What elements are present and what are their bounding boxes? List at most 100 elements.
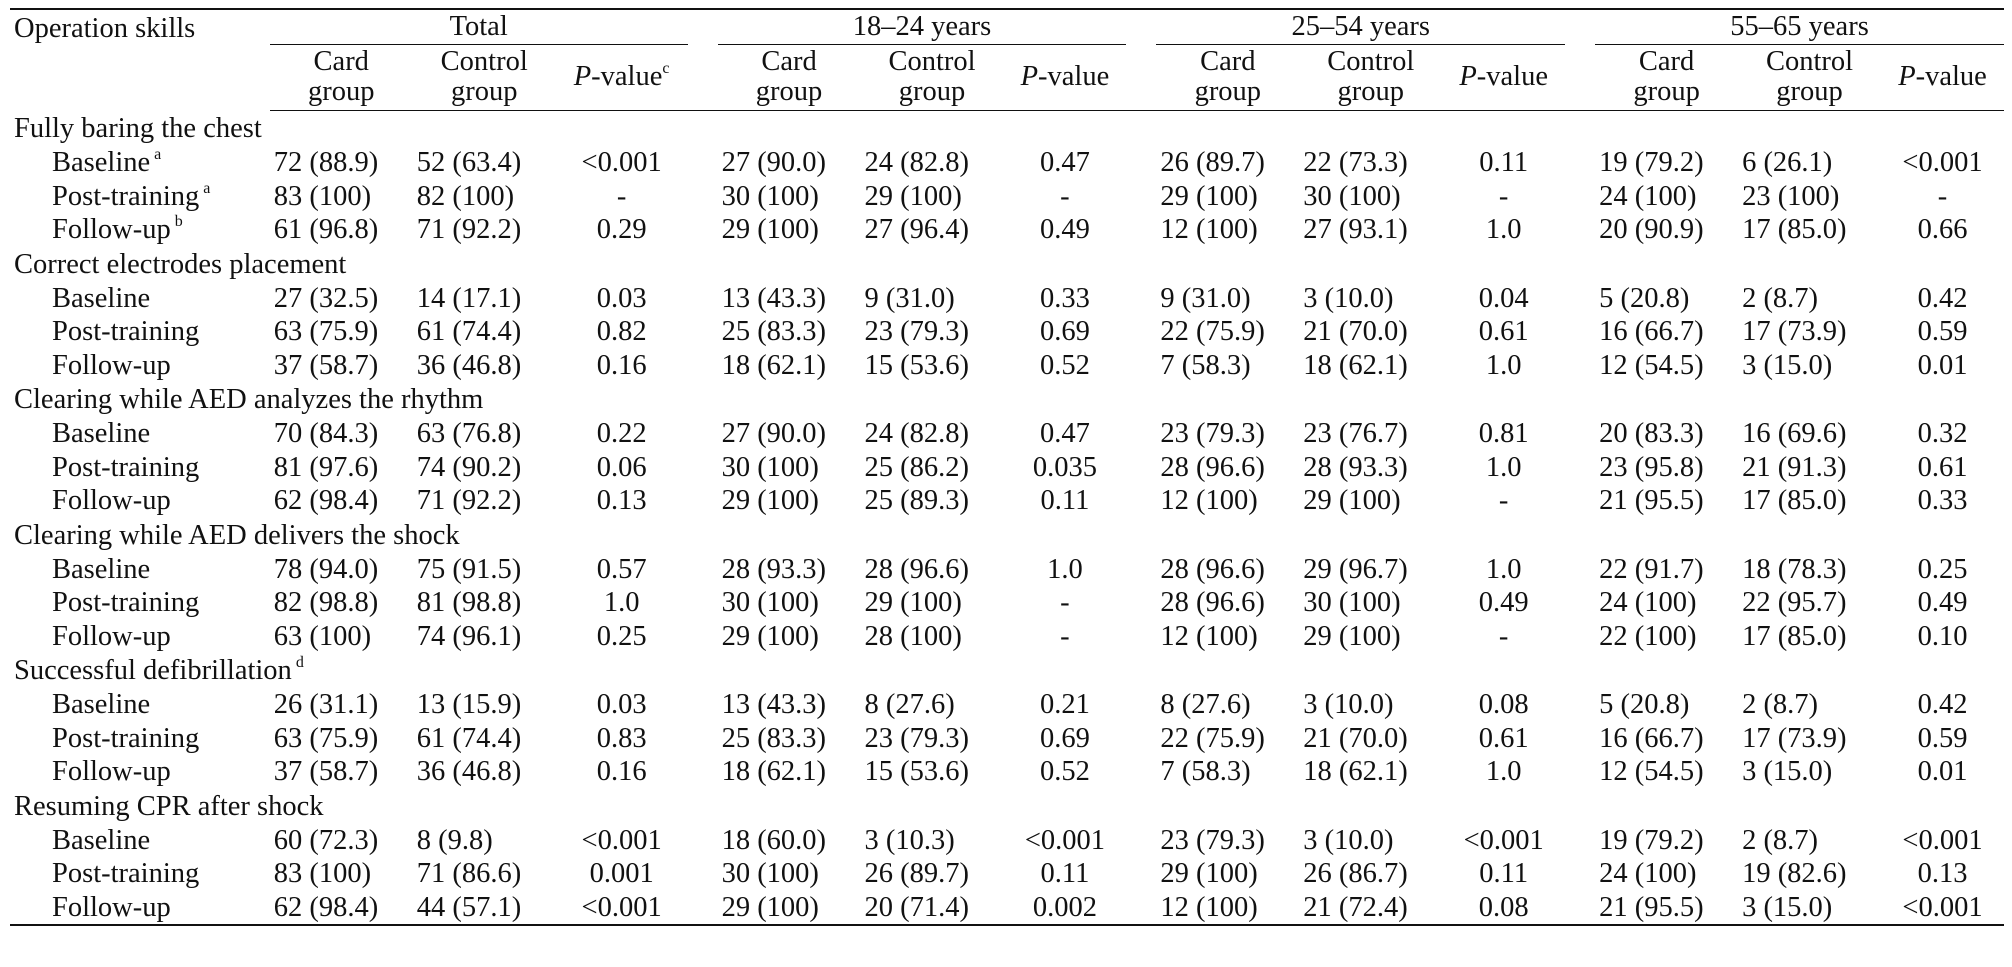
- p-value-cell: 0.47: [1039, 147, 1090, 179]
- control-group-header-line: Control: [440, 45, 528, 77]
- section-title: Resuming CPR after shock: [10, 789, 2004, 824]
- row-label-text: Baseline: [52, 147, 151, 179]
- control-group-cell: 23 (76.7): [1303, 418, 1408, 450]
- card-group-cell: 7 (58.3): [1160, 756, 1251, 788]
- card-group-cell: 8 (27.6): [1160, 689, 1251, 721]
- section-row: Correct electrodes placement: [10, 247, 2004, 282]
- row-label-text: Follow-up: [52, 756, 171, 788]
- card-group-cell: 29 (100): [717, 890, 861, 927]
- card-group-cell: 63 (75.9): [273, 722, 379, 754]
- card-group-cell: 81 (97.6): [273, 451, 379, 483]
- row-label-text: Post-training: [52, 451, 200, 483]
- p-value-cell: 0.61: [1478, 316, 1529, 348]
- card-group-cell: 63 (100): [273, 620, 372, 652]
- p-value-cell: 0.03: [596, 282, 647, 314]
- table-body: Fully baring the chest Baseline a 72 (88.9…: [10, 111, 2004, 927]
- card-group-cell: 70 (84.3): [273, 418, 379, 450]
- card-group-cell: 28 (96.6): [1160, 553, 1265, 585]
- card-group-cell: 12 (54.5): [1599, 349, 1704, 381]
- card-group-header-line: Card: [1638, 45, 1695, 77]
- p-value-header: P-value: [1442, 44, 1566, 112]
- card-group-cell: 13 (43.3): [721, 282, 827, 314]
- control-group-header: Control group: [1738, 44, 1882, 112]
- p-value-cell: -: [1498, 485, 1509, 517]
- row-label-text: Post-training: [52, 587, 200, 619]
- card-group-cell: 5 (20.8): [1599, 282, 1690, 314]
- row-label-text: Post-training: [52, 722, 200, 754]
- control-group-cell: 8 (27.6): [864, 689, 955, 721]
- p-value-cell: 0.49: [1917, 587, 1968, 619]
- card-group-header: Card group: [1595, 44, 1739, 112]
- control-group-cell: 17 (85.0): [1742, 485, 1847, 517]
- p-value-cell: 1.0: [1047, 553, 1083, 585]
- section-title-text: Successful defibrillation: [14, 655, 292, 687]
- control-group-cell: 13 (15.9): [416, 689, 522, 721]
- group-header-55-65: 55–65 years: [1595, 7, 2004, 45]
- p-value-cell: 1.0: [603, 587, 640, 619]
- p-value-cell: 0.81: [1478, 418, 1529, 450]
- card-group-cell: 82 (98.8): [273, 587, 379, 619]
- control-group-cell: 18 (62.1): [1303, 756, 1408, 788]
- card-group-cell: 37 (58.7): [273, 756, 379, 788]
- card-group-cell: 61 (96.8): [273, 214, 379, 246]
- card-group-cell: 83 (100): [273, 858, 372, 890]
- p-value-header: P-value: [1003, 44, 1127, 112]
- p-value-cell: <0.001: [1881, 890, 2004, 927]
- section-title-text: Clearing while AED delivers the shock: [14, 519, 460, 551]
- control-group-cell: 30 (100): [1303, 180, 1401, 212]
- p-value-cell: 0.57: [596, 553, 647, 585]
- control-group-cell: 17 (73.9): [1742, 722, 1847, 754]
- section-title-text: Clearing while AED analyzes the rhythm: [14, 384, 484, 416]
- p-value-cell: -: [1060, 180, 1070, 212]
- card-group-cell: 18 (60.0): [721, 824, 827, 856]
- control-group-header-line: Control: [1766, 45, 1854, 77]
- card-group-cell: 9 (31.0): [1160, 282, 1251, 314]
- p-value-cell: 0.42: [1917, 282, 1968, 314]
- control-group-cell: 29 (96.7): [1303, 553, 1408, 585]
- table-row: Post-training 63 (75.9) 61 (74.4) 0.83 25 (8…: [10, 722, 2004, 756]
- card-group-header: Card group: [717, 44, 861, 112]
- control-group-cell: 3 (15.0): [1742, 349, 1833, 381]
- row-label-text: Baseline: [52, 824, 151, 856]
- card-group-cell: 83 (100): [273, 180, 372, 212]
- section-title: Fully baring the chest: [10, 111, 2004, 146]
- row-label: Baseline: [10, 824, 270, 858]
- card-group-cell: 27 (90.0): [721, 418, 827, 450]
- p-value-cell: 0.01: [1917, 756, 1968, 788]
- p-value-cell: 0.08: [1442, 890, 1566, 927]
- section-row: Resuming CPR after shock: [10, 789, 2004, 824]
- control-group-cell: 71 (92.2): [416, 485, 522, 517]
- table-row: Baseline 78 (94.0) 75 (91.5) 0.57 28 (93.3) 2…: [10, 553, 2004, 587]
- control-group-cell: 22 (95.7): [1742, 587, 1847, 619]
- p-value-cell: <0.001: [1024, 824, 1106, 856]
- control-group-cell: 29 (100): [1303, 485, 1401, 517]
- p-value-cell: 0.08: [1478, 689, 1529, 721]
- table-row: Follow-up b 61 (96.8) 71 (92.2) 0.29 29 (100…: [10, 213, 2004, 247]
- card-group-cell: 37 (58.7): [273, 349, 379, 381]
- control-group-cell: 27 (96.4): [864, 214, 970, 246]
- p-value-header: P-valuec: [555, 44, 688, 112]
- section-row: Clearing while AED delivers the shock: [10, 518, 2004, 553]
- control-group-header-line: group: [1337, 75, 1405, 107]
- row-label: Post-training: [10, 315, 270, 349]
- p-value-cell: 0.04: [1478, 282, 1529, 314]
- control-group-header: Control group: [1299, 44, 1443, 112]
- table-row: Follow-up 62 (98.4) 44 (57.1) <0.001 29 (100…: [10, 890, 2004, 927]
- p-value-cell: -: [1060, 620, 1070, 652]
- card-group-header-line: group: [755, 75, 823, 107]
- control-group-cell: 61 (74.4): [416, 316, 522, 348]
- p-value-cell: 0.16: [596, 349, 647, 381]
- control-group-cell: 6 (26.1): [1742, 147, 1833, 179]
- group-header-total: Total: [269, 7, 688, 45]
- group-header-25-54: 25–54 years: [1156, 7, 1566, 45]
- control-group-cell: 28 (100): [864, 620, 962, 652]
- p-value-cell: 0.69: [1039, 316, 1090, 348]
- p-value-cell: 0.25: [596, 620, 647, 652]
- card-group-header-line: group: [1194, 75, 1262, 107]
- control-group-cell: 21 (70.0): [1303, 722, 1408, 754]
- p-value-cell: 0.13: [596, 485, 647, 517]
- card-group-cell: 12 (100): [1160, 485, 1258, 517]
- control-group-cell: 2 (8.7): [1742, 282, 1819, 314]
- group-header-18-24: 18–24 years: [717, 7, 1127, 45]
- card-group-header-line: Card: [761, 45, 817, 77]
